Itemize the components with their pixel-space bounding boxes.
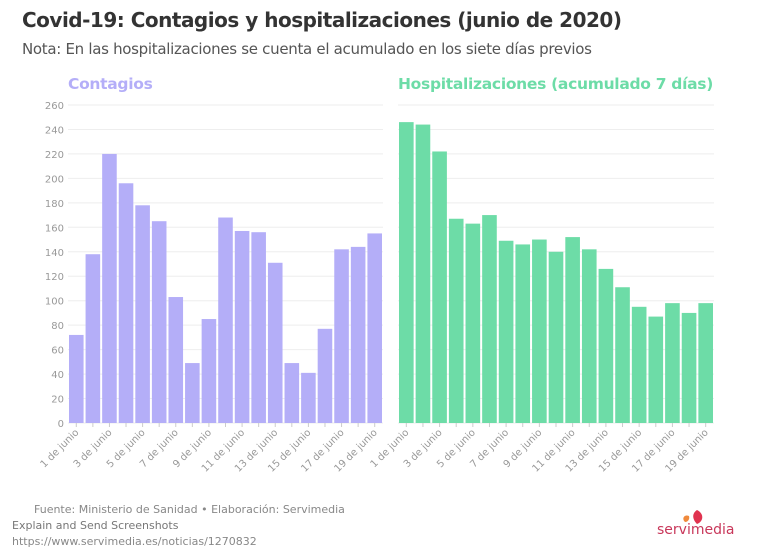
source-url: https://www.servimedia.es/noticias/12708… bbox=[12, 535, 257, 548]
bar bbox=[102, 153, 117, 423]
bar bbox=[598, 268, 614, 423]
bar bbox=[334, 249, 349, 423]
bar bbox=[85, 254, 101, 423]
bar bbox=[482, 215, 497, 423]
bar bbox=[631, 306, 647, 423]
y-tick-label: 160 bbox=[45, 223, 64, 234]
bar bbox=[432, 151, 447, 423]
bar bbox=[615, 287, 630, 423]
source-note: Fuente: Ministerio de Sanidad • Elaborac… bbox=[34, 503, 345, 516]
bar bbox=[267, 262, 283, 423]
y-tick-label: 60 bbox=[51, 346, 64, 357]
y-tick-label: 40 bbox=[51, 370, 64, 381]
servimedia-logo-icon bbox=[683, 510, 703, 524]
y-tick-label: 100 bbox=[45, 297, 64, 308]
bar bbox=[548, 251, 564, 423]
bar bbox=[201, 319, 217, 423]
bar bbox=[135, 205, 150, 423]
bar bbox=[301, 372, 316, 423]
bar bbox=[581, 249, 597, 423]
bar bbox=[648, 316, 664, 423]
bar bbox=[465, 223, 481, 423]
y-tick-label: 80 bbox=[51, 321, 64, 332]
bar bbox=[251, 232, 266, 423]
bar bbox=[317, 328, 333, 423]
bar bbox=[515, 244, 531, 423]
bar bbox=[448, 218, 464, 423]
y-tick-label: 260 bbox=[45, 101, 64, 112]
y-tick-label: 200 bbox=[45, 174, 64, 185]
bar bbox=[681, 312, 697, 423]
y-tick-label: 120 bbox=[45, 272, 64, 283]
bar bbox=[350, 246, 366, 423]
bar bbox=[665, 303, 680, 423]
chart-title: Covid-19: Contagios y hospitalizaciones … bbox=[22, 8, 622, 32]
y-tick-label: 180 bbox=[45, 199, 64, 210]
bar bbox=[532, 239, 547, 423]
y-tick-label: 0 bbox=[58, 419, 64, 430]
chart-subtitle: Nota: En las hospitalizaciones se cuenta… bbox=[22, 40, 592, 58]
bar bbox=[218, 217, 233, 423]
bar bbox=[69, 334, 84, 423]
bar bbox=[565, 237, 580, 423]
bar bbox=[234, 230, 250, 423]
y-tick-label: 240 bbox=[45, 125, 64, 136]
bar bbox=[151, 221, 167, 423]
bar bbox=[118, 183, 134, 423]
y-tick-label: 220 bbox=[45, 150, 64, 161]
bar bbox=[498, 240, 514, 423]
bar bbox=[168, 297, 184, 423]
bar bbox=[415, 124, 431, 424]
bar bbox=[284, 363, 300, 423]
bar bbox=[399, 122, 414, 423]
panel-title-hospitalizaciones: Hospitalizaciones (acumulado 7 días) bbox=[398, 75, 713, 93]
bar bbox=[698, 303, 713, 423]
y-tick-label: 140 bbox=[45, 248, 64, 259]
y-tick-label: 20 bbox=[51, 395, 64, 406]
bar bbox=[185, 363, 200, 423]
panel-title-contagios: Contagios bbox=[68, 75, 153, 93]
overlay-text: Explain and Send Screenshots bbox=[12, 519, 179, 532]
logo-text: servimedia bbox=[657, 522, 735, 538]
bar bbox=[367, 233, 382, 423]
